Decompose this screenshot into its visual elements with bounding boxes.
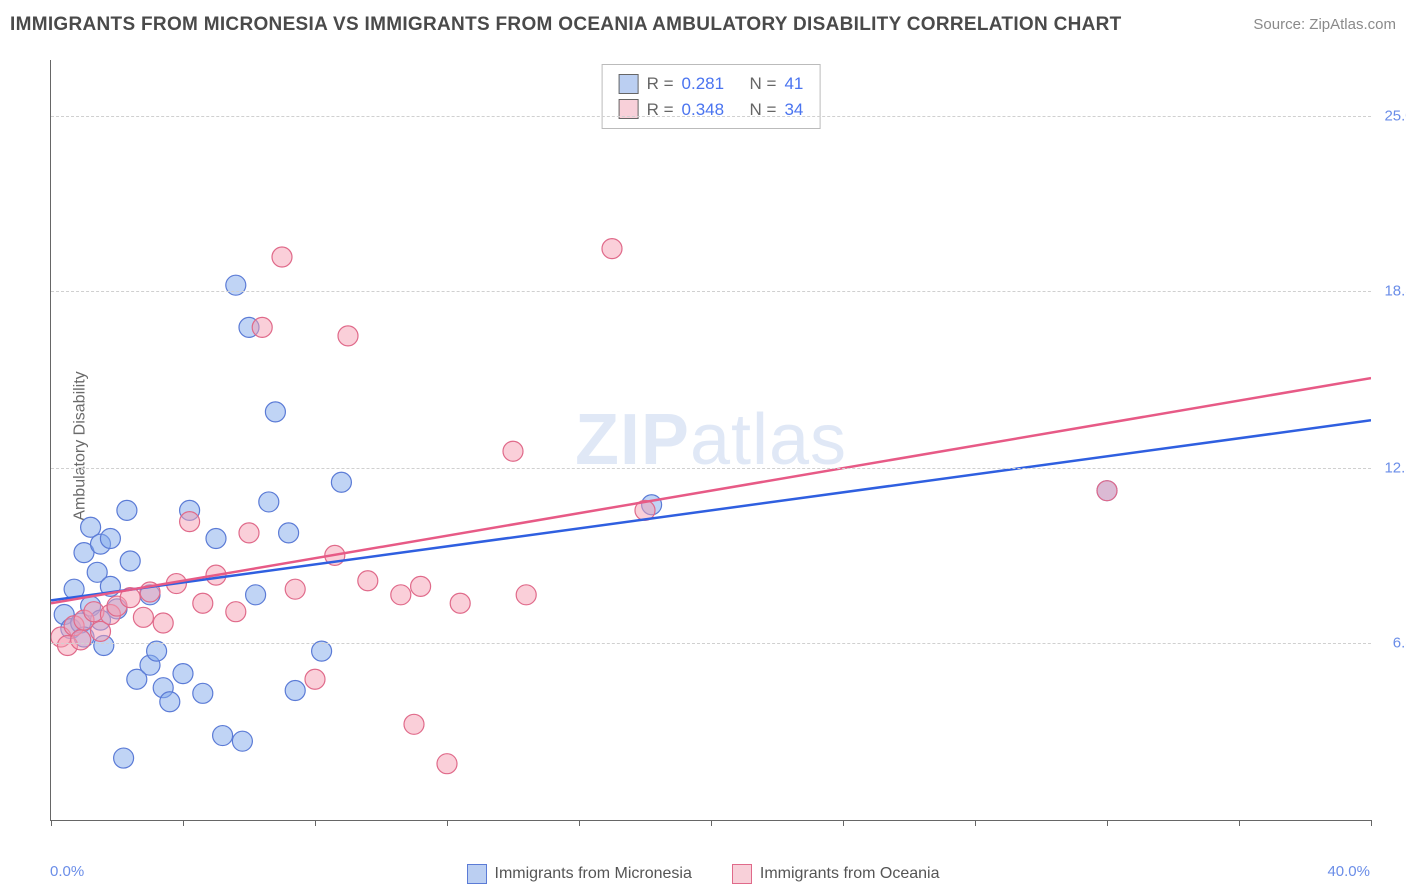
- data-point: [411, 576, 431, 596]
- swatch-pink-icon: [732, 864, 752, 884]
- legend-item-micronesia: Immigrants from Micronesia: [467, 864, 692, 884]
- data-point: [404, 714, 424, 734]
- data-point: [117, 500, 137, 520]
- data-point: [450, 593, 470, 613]
- x-tick: [975, 820, 976, 826]
- data-point: [147, 641, 167, 661]
- y-tick-label: 25.0%: [1384, 108, 1406, 125]
- x-tick: [51, 820, 52, 826]
- x-tick: [711, 820, 712, 826]
- data-point: [180, 512, 200, 532]
- data-point: [153, 613, 173, 633]
- trend-line: [51, 378, 1371, 603]
- x-tick: [1371, 820, 1372, 826]
- x-tick: [447, 820, 448, 826]
- data-point: [114, 748, 134, 768]
- data-point: [358, 571, 378, 591]
- legend-label-0: Immigrants from Micronesia: [495, 865, 692, 883]
- data-point: [173, 664, 193, 684]
- data-point: [213, 726, 233, 746]
- y-tick-label: 12.5%: [1384, 460, 1406, 477]
- y-tick-label: 6.3%: [1393, 634, 1406, 651]
- data-point: [312, 641, 332, 661]
- source-label: Source:: [1253, 16, 1305, 33]
- data-point: [160, 692, 180, 712]
- data-point: [272, 247, 292, 267]
- scatter-svg: [51, 60, 1371, 820]
- legend-label-1: Immigrants from Oceania: [760, 865, 940, 883]
- gridline: [51, 116, 1371, 117]
- data-point: [391, 585, 411, 605]
- swatch-blue-icon: [467, 864, 487, 884]
- data-point: [232, 731, 252, 751]
- data-point: [331, 472, 351, 492]
- x-tick: [579, 820, 580, 826]
- x-tick: [1107, 820, 1108, 826]
- data-point: [285, 681, 305, 701]
- data-point: [338, 326, 358, 346]
- data-point: [133, 607, 153, 627]
- gridline: [51, 643, 1371, 644]
- x-tick: [1239, 820, 1240, 826]
- x-tick: [315, 820, 316, 826]
- data-point: [120, 551, 140, 571]
- data-point: [437, 754, 457, 774]
- data-point: [305, 669, 325, 689]
- data-point: [193, 593, 213, 613]
- data-point: [246, 585, 266, 605]
- gridline: [51, 291, 1371, 292]
- bottom-legend: Immigrants from Micronesia Immigrants fr…: [0, 864, 1406, 884]
- data-point: [71, 630, 91, 650]
- data-point: [279, 523, 299, 543]
- chart-container: { "title": "IMMIGRANTS FROM MICRONESIA V…: [0, 0, 1406, 892]
- data-point: [285, 579, 305, 599]
- trend-line: [51, 420, 1371, 600]
- data-point: [503, 441, 523, 461]
- source-attribution: Source: ZipAtlas.com: [1253, 16, 1396, 33]
- data-point: [602, 239, 622, 259]
- plot-area: ZIPatlas R = 0.281 N = 41 R = 0.348 N = …: [50, 60, 1371, 821]
- data-point: [252, 317, 272, 337]
- legend-item-oceania: Immigrants from Oceania: [732, 864, 940, 884]
- gridline: [51, 468, 1371, 469]
- data-point: [516, 585, 536, 605]
- data-point: [100, 529, 120, 549]
- data-point: [259, 492, 279, 512]
- data-point: [193, 683, 213, 703]
- source-site: ZipAtlas.com: [1309, 16, 1396, 33]
- data-point: [265, 402, 285, 422]
- data-point: [1097, 481, 1117, 501]
- data-point: [206, 529, 226, 549]
- data-point: [226, 602, 246, 622]
- data-point: [239, 523, 259, 543]
- data-point: [226, 275, 246, 295]
- x-tick: [843, 820, 844, 826]
- chart-title: IMMIGRANTS FROM MICRONESIA VS IMMIGRANTS…: [10, 14, 1122, 36]
- x-tick: [183, 820, 184, 826]
- y-tick-label: 18.8%: [1384, 282, 1406, 299]
